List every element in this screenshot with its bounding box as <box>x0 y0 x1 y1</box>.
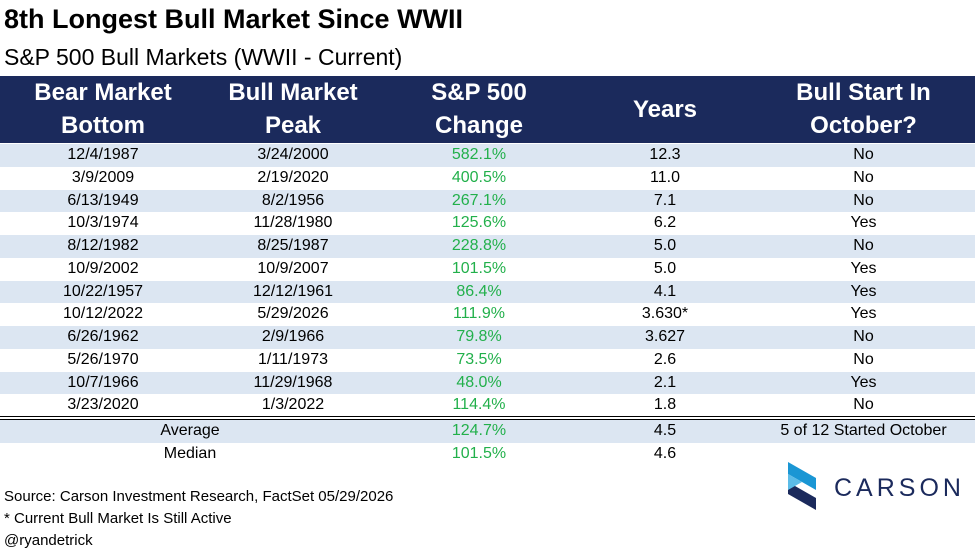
subtitle: S&P 500 Bull Markets (WWII - Current) <box>4 44 403 70</box>
header-band <box>0 76 975 143</box>
table-cell: No <box>853 237 874 254</box>
column-header: Bull Start In <box>796 79 931 106</box>
table-cell: 11.0 <box>650 168 680 186</box>
table-cell: No <box>853 146 874 163</box>
table-cell: Yes <box>850 305 877 323</box>
table-cell: 5.0 <box>653 237 677 254</box>
summary-cell: 5 of 12 Started October <box>780 422 947 439</box>
table-cell: 125.6% <box>451 214 507 232</box>
table-cell: 10/3/1974 <box>67 214 139 232</box>
table-cell: 79.8% <box>456 328 502 345</box>
table-cell: No <box>853 350 874 368</box>
table-cell: 10/9/2007 <box>257 259 329 277</box>
column-header: Bottom <box>61 112 145 139</box>
table-cell: 6.2 <box>653 214 677 232</box>
table-cell: 10/22/1957 <box>62 282 144 300</box>
table-cell: 101.5% <box>451 259 507 277</box>
row-stripe <box>0 371 975 395</box>
table-cell: 2/9/1966 <box>261 328 325 345</box>
table-cell: No <box>853 396 874 414</box>
table-cell: 8/12/1982 <box>67 237 139 254</box>
table-cell: Yes <box>850 214 877 232</box>
title: 8th Longest Bull Market Since WWII <box>4 4 464 34</box>
table-cell: No <box>853 191 874 209</box>
summary-cell: Average <box>160 422 220 439</box>
rule <box>0 416 975 417</box>
table-cell: 1/11/1973 <box>258 350 328 368</box>
table-cell: 10/9/2002 <box>67 259 139 277</box>
table-cell: 8/25/1987 <box>257 237 329 254</box>
table-cell: 6/26/1962 <box>67 328 139 345</box>
logo-text: CARSON <box>834 474 965 502</box>
table-cell: Yes <box>850 259 877 277</box>
footnote: Source: Carson Investment Research, Fact… <box>4 488 394 505</box>
table-cell: 3/23/2020 <box>67 396 139 414</box>
table-cell: 6/13/1949 <box>67 191 139 209</box>
table-cell: 2/19/2020 <box>257 168 329 186</box>
summary-cell: 101.5% <box>451 444 507 462</box>
table-cell: 3/9/2009 <box>71 168 135 186</box>
row-stripe <box>0 144 975 167</box>
table-cell: 10/12/2022 <box>62 305 144 323</box>
rule <box>0 419 975 420</box>
column-header: Bear Market <box>34 79 172 106</box>
column-header: Peak <box>264 112 322 139</box>
logo-icon <box>788 462 816 510</box>
summary-cell: Median <box>163 444 217 462</box>
column-header: Years <box>632 95 698 123</box>
row-stripe <box>0 235 975 258</box>
table-cell: 12/12/1961 <box>252 282 334 300</box>
table-cell: 267.1% <box>451 191 507 209</box>
table-cell: No <box>853 168 874 186</box>
table-cell: 8/2/1956 <box>261 191 325 209</box>
table-cell: 4.1 <box>653 282 677 300</box>
summary-cell: 4.5 <box>653 422 677 439</box>
table-cell: 228.8% <box>451 237 507 254</box>
table-cell: 86.4% <box>456 282 502 300</box>
table-cell: 10/7/1966 <box>67 373 139 391</box>
row-stripe <box>0 420 975 443</box>
table-cell: 400.5% <box>451 168 507 186</box>
table-cell: 12.3 <box>649 146 681 163</box>
column-header: October? <box>810 112 917 139</box>
table-cell: Yes <box>850 282 877 300</box>
table-cell: Yes <box>850 373 877 391</box>
table-cell: 2.6 <box>653 350 677 368</box>
table-cell: 11/29/1968 <box>253 373 333 391</box>
table-cell: 1.8 <box>653 396 677 414</box>
table-cell: 114.4% <box>452 396 506 414</box>
column-header: Bull Market <box>228 79 358 106</box>
table-cell: 5/26/1970 <box>67 350 139 368</box>
table-cell: 111.9% <box>453 305 505 323</box>
row-stripe <box>0 280 975 304</box>
footnote: @ryandetrick <box>4 532 93 549</box>
table-cell: 5/29/2026 <box>257 305 329 323</box>
column-header: S&P 500 <box>431 79 527 106</box>
table-cell: 582.1% <box>451 146 507 163</box>
table-cell: 3.627 <box>644 328 686 345</box>
table-cell: 48.0% <box>456 373 502 391</box>
summary-cell: 4.6 <box>653 444 677 462</box>
row-stripe <box>0 189 975 213</box>
table-cell: 1/3/2022 <box>261 396 325 414</box>
column-header: Change <box>434 112 523 139</box>
table-cell: 2.1 <box>653 373 677 391</box>
table-cell: No <box>853 328 874 345</box>
table-cell: 7.1 <box>653 191 677 209</box>
table-cell: 3.630* <box>641 305 689 323</box>
table-cell: 12/4/1987 <box>67 146 139 163</box>
row-stripe <box>0 326 975 349</box>
table-cell: 3/24/2000 <box>257 146 329 163</box>
table-cell: 5.0 <box>653 259 677 277</box>
footnote: * Current Bull Market Is Still Active <box>4 510 232 527</box>
table-cell: 73.5% <box>456 350 502 368</box>
summary-cell: 124.7% <box>451 422 507 439</box>
table-cell: 11/28/1980 <box>253 214 333 232</box>
